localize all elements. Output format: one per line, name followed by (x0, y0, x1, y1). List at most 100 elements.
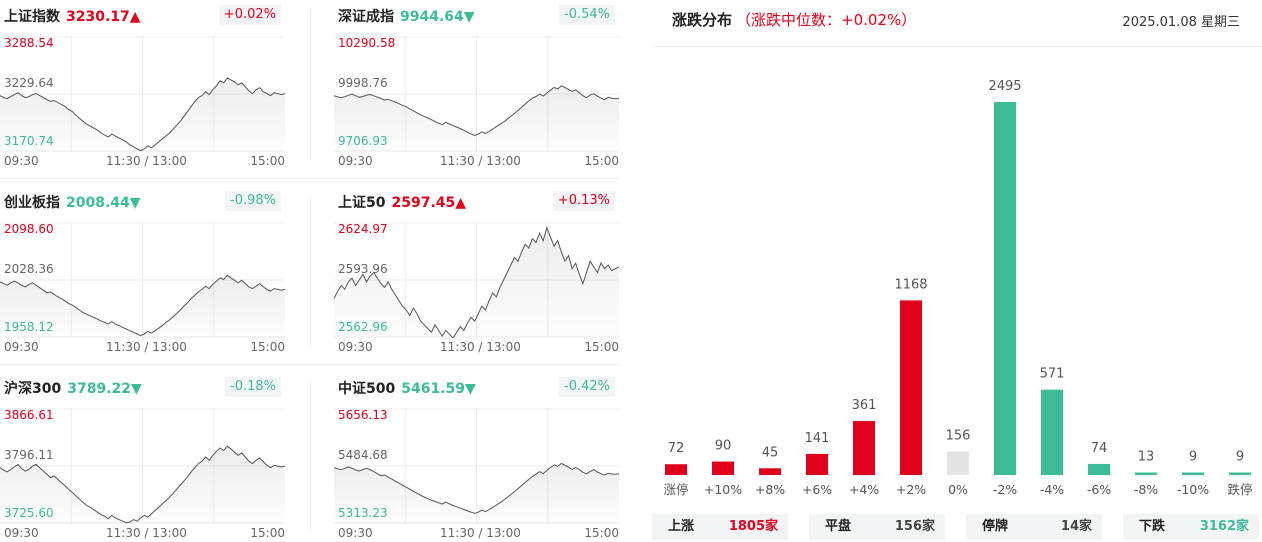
divider (0, 364, 620, 365)
bar-category-label: -8% (1134, 482, 1158, 497)
bar-category-label: +2% (896, 482, 926, 497)
index-name: 上证50 2597.45▲ (338, 192, 466, 212)
y-max-label: 2624.97 (338, 222, 388, 236)
y-min-label: 2562.96 (338, 320, 388, 334)
distribution-bar[interactable] (1135, 472, 1157, 476)
y-min-label: 9706.93 (338, 134, 388, 148)
x-end-label: 15:00 (250, 154, 285, 168)
distribution-bar[interactable] (853, 421, 875, 475)
summary-stat-value: 1805家 (728, 519, 778, 534)
y-max-label: 5656.13 (338, 408, 388, 422)
distribution-bar-chart: 72 涨停 90 +10% 45 +8% 141 +6% 361 +4% 1168 +2% 156 0% 2… (663, 79, 1252, 497)
distribution-bar[interactable] (1229, 472, 1251, 476)
bar-category-label: 0% (948, 482, 968, 497)
index-card[interactable]: 上证50 2597.45▲ +0.13% 2624.97 2593.96 2562.96 0… (334, 186, 619, 362)
distribution-bar[interactable] (1182, 472, 1204, 476)
bar-category-label: -6% (1087, 482, 1111, 497)
divider (652, 46, 1262, 47)
bar-value-label: 72 (668, 441, 685, 456)
y-mid-label: 3229.64 (4, 76, 54, 90)
index-change-badge: +0.13% (552, 191, 615, 211)
index-name: 沪深300 3789.22▼ (4, 378, 142, 398)
x-mid-label: 11:30 / 13:00 (106, 526, 187, 540)
summary-stat-value: 156家 (894, 519, 935, 534)
price-line (334, 85, 619, 137)
x-start-label: 09:30 (4, 526, 39, 540)
bar-value-label: 90 (715, 439, 732, 454)
index-header: 深证成指 9944.64▼ -0.54% (334, 0, 619, 28)
index-name-text: 上证指数 (4, 9, 60, 25)
x-start-label: 09:30 (338, 154, 373, 168)
x-start-label: 09:30 (4, 154, 39, 168)
index-name-text: 中证500 (338, 381, 396, 397)
index-name: 深证成指 9944.64▼ (338, 6, 475, 26)
y-min-label: 3170.74 (4, 134, 54, 148)
bar-category-label: 涨停 (663, 482, 688, 497)
index-card[interactable]: 创业板指 2008.44▼ -0.98% 2098.60 2028.36 1958.12 0… (0, 186, 285, 362)
index-header: 创业板指 2008.44▼ -0.98% (0, 186, 285, 214)
distribution-bar[interactable] (712, 461, 734, 475)
summary-stat: 停牌 14家 (966, 514, 1102, 540)
x-start-label: 09:30 (338, 340, 373, 354)
summary-stat-value: 14家 (1060, 519, 1092, 534)
intraday-chart (0, 222, 285, 338)
y-min-label: 3725.60 (4, 506, 54, 520)
y-mid-label: 2028.36 (4, 262, 54, 276)
distribution-bar[interactable] (665, 464, 687, 475)
bar-category-label: -4% (1040, 482, 1064, 497)
index-card[interactable]: 深证成指 9944.64▼ -0.54% 10290.58 9998.76 9706.93… (334, 0, 619, 176)
y-min-label: 5313.23 (338, 506, 388, 520)
index-header: 上证50 2597.45▲ +0.13% (334, 186, 619, 214)
index-name: 上证指数 3230.17▲ (4, 6, 141, 26)
bar-value-label: 1168 (894, 277, 927, 292)
summary-stat: 下跌 3162家 (1123, 514, 1259, 540)
divider (310, 382, 311, 532)
distribution-bar[interactable] (806, 453, 828, 475)
distribution-panel: 涨跌分布 （涨跌中位数：+0.02%） 2025.01.08 星期三 72 涨停 90… (652, 0, 1262, 542)
intraday-chart (334, 222, 619, 338)
index-name: 中证500 5461.59▼ (338, 378, 476, 398)
index-value: 3230.17▲ (66, 9, 141, 25)
x-mid-label: 11:30 / 13:00 (440, 154, 521, 168)
intraday-chart (0, 36, 285, 152)
bar-category-label: +10% (704, 482, 742, 497)
x-end-label: 15:00 (584, 340, 619, 354)
distribution-bar[interactable] (994, 102, 1016, 475)
distribution-title-text: 涨跌分布 (672, 11, 733, 29)
index-card[interactable]: 中证500 5461.59▼ -0.42% 5656.13 5484.68 5313.23… (334, 372, 619, 542)
summary-stat-value: 3162家 (1199, 519, 1249, 534)
distribution-bar[interactable] (947, 451, 969, 475)
index-card[interactable]: 沪深300 3789.22▼ -0.18% 3866.61 3796.11 3725.60… (0, 372, 285, 542)
intraday-chart (0, 408, 285, 524)
bar-category-label: -10% (1177, 482, 1209, 497)
median-change-label: （涨跌中位数：+0.02%） (736, 11, 917, 29)
summary-stat-label: 下跌 (1139, 519, 1166, 534)
distribution-bar[interactable] (1088, 463, 1110, 475)
index-header: 沪深300 3789.22▼ -0.18% (0, 372, 285, 400)
y-max-label: 3288.54 (4, 36, 54, 50)
distribution-title: 涨跌分布 （涨跌中位数：+0.02%） (672, 9, 916, 30)
x-start-label: 09:30 (338, 526, 373, 540)
price-area (0, 77, 285, 152)
index-name-text: 沪深300 (4, 381, 62, 397)
x-mid-label: 11:30 / 13:00 (440, 340, 521, 354)
y-max-label: 2098.60 (4, 222, 54, 236)
bar-value-label: 13 (1138, 450, 1155, 465)
index-change-badge: +0.02% (218, 5, 281, 25)
index-name-text: 创业板指 (4, 195, 60, 211)
distribution-bar[interactable] (900, 300, 922, 475)
summary-stat: 上涨 1805家 (652, 514, 788, 540)
price-line (0, 445, 285, 524)
index-header: 上证指数 3230.17▲ +0.02% (0, 0, 285, 28)
distribution-bar[interactable] (1041, 389, 1063, 475)
index-card[interactable]: 上证指数 3230.17▲ +0.02% 3288.54 3229.64 3170.74 0… (0, 0, 285, 176)
x-start-label: 09:30 (4, 340, 39, 354)
distribution-bar[interactable] (759, 468, 781, 475)
index-panel: 上证指数 3230.17▲ +0.02% 3288.54 3229.64 3170.74 0… (0, 0, 630, 542)
y-mid-label: 9998.76 (338, 76, 388, 90)
x-end-label: 15:00 (584, 526, 619, 540)
price-area (0, 446, 285, 524)
y-max-label: 3866.61 (4, 408, 54, 422)
index-change-badge: -0.42% (559, 377, 615, 397)
bar-value-label: 141 (805, 431, 830, 446)
